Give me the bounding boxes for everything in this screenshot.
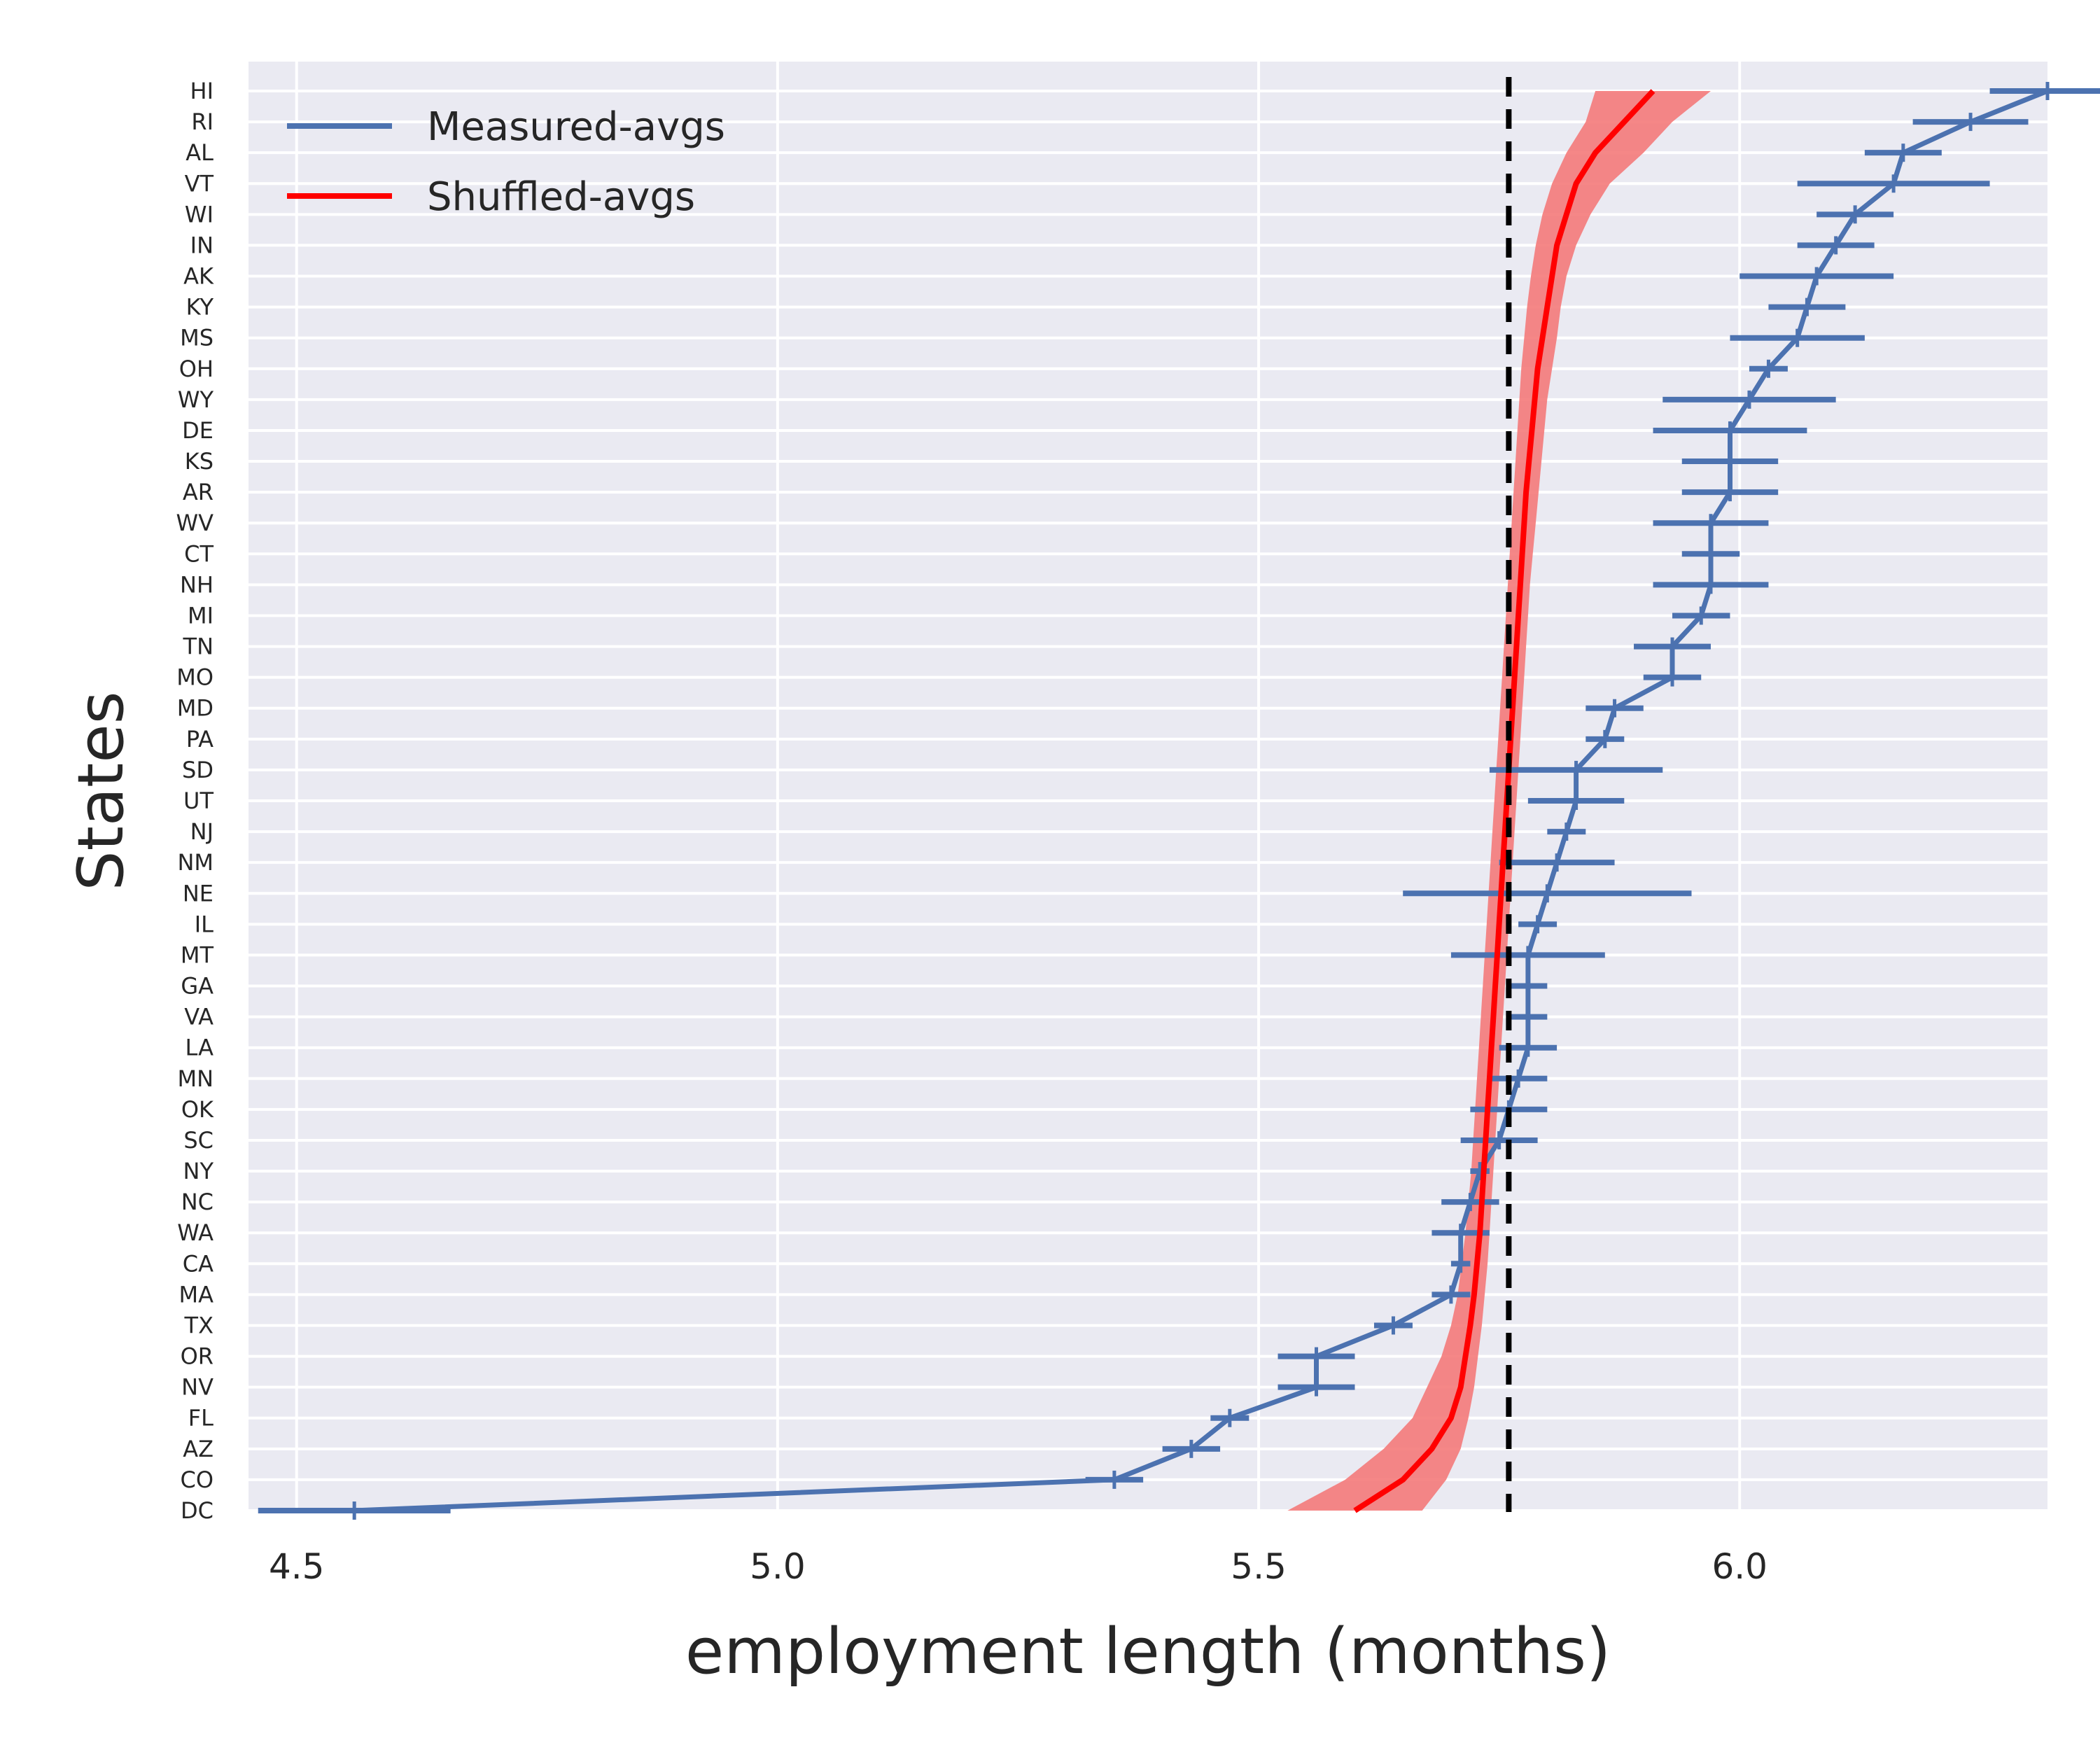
- series-line-measured: [354, 88, 2049, 1513]
- y-tick-label: MI: [188, 602, 214, 629]
- y-tick-label: VT: [185, 170, 214, 197]
- x-tick-label: 6.0: [1712, 1546, 1768, 1587]
- y-tick-label: PA: [186, 726, 214, 752]
- y-tick-label: UT: [183, 788, 214, 814]
- y-tick-label: HI: [190, 78, 214, 104]
- y-tick-label: NC: [181, 1189, 214, 1215]
- y-tick-label: VA: [184, 1004, 214, 1030]
- y-tick-label: WA: [177, 1219, 214, 1246]
- y-tick-label: WY: [178, 386, 214, 413]
- y-tick-label: NH: [180, 571, 214, 598]
- legend-label-measured: Measured-avgs: [427, 104, 725, 150]
- y-tick-label: LA: [186, 1035, 214, 1061]
- legend-label-shuffled: Shuffled-avgs: [427, 174, 695, 220]
- y-tick-label: AK: [183, 263, 214, 290]
- x-tick-label: 5.5: [1231, 1546, 1287, 1587]
- y-tick-label: GA: [181, 973, 214, 1000]
- y-tick-label: NY: [183, 1158, 214, 1184]
- y-tick-label: MD: [177, 695, 214, 722]
- y-tick-label: KY: [186, 294, 214, 321]
- x-axis-title: employment length (months): [685, 1615, 1611, 1688]
- y-tick-label: OK: [181, 1096, 214, 1123]
- y-tick-label: TN: [183, 634, 214, 660]
- y-tick-labels: HI RI AL VT WI IN AK KY MS OH WY DE KS AR WV CT NH MI TN MO…: [176, 78, 214, 1524]
- y-tick-label: IL: [195, 911, 214, 937]
- y-tick-label: MS: [180, 325, 214, 351]
- y-tick-label: OH: [179, 356, 214, 382]
- y-tick-label: AL: [186, 139, 214, 166]
- y-tick-label: NV: [181, 1374, 214, 1401]
- x-tick-label: 4.5: [269, 1546, 325, 1587]
- y-tick-label: SC: [183, 1127, 214, 1154]
- y-tick-label: NM: [177, 849, 214, 876]
- y-tick-label: NJ: [190, 818, 214, 845]
- shuffled-confidence-band: [1287, 91, 1711, 1511]
- y-tick-label: MN: [177, 1065, 214, 1092]
- y-tick-label: CA: [183, 1250, 214, 1277]
- x-tick-labels: 4.5 5.0 5.5 6.0: [269, 1546, 1768, 1587]
- y-tick-label: DE: [182, 417, 214, 444]
- y-tick-label: MA: [179, 1281, 214, 1308]
- y-tick-label: OR: [181, 1343, 214, 1370]
- y-tick-label: MO: [176, 664, 214, 691]
- y-tick-label: CO: [180, 1466, 214, 1493]
- x-tick-label: 5.0: [750, 1546, 806, 1587]
- y-tick-label: WV: [176, 510, 214, 536]
- shuffled-band-area: [1287, 91, 1711, 1511]
- y-tick-label: MT: [181, 941, 214, 968]
- y-tick-label: AR: [183, 479, 214, 505]
- y-axis-title: States: [64, 691, 138, 890]
- y-tick-label: FL: [188, 1405, 214, 1432]
- y-tick-label: KS: [185, 448, 214, 475]
- y-tick-label: NE: [183, 880, 214, 906]
- y-tick-label: RI: [191, 108, 214, 135]
- y-tick-label: SD: [182, 757, 214, 783]
- y-tick-label: TX: [184, 1312, 214, 1338]
- y-tick-label: DC: [181, 1497, 214, 1524]
- y-tick-label: IN: [190, 232, 214, 258]
- y-tick-label: AZ: [183, 1436, 214, 1462]
- y-tick-label: CT: [184, 540, 214, 567]
- plot-background: [248, 62, 2047, 1512]
- legend: Measured-avgs Shuffled-avgs: [287, 104, 725, 220]
- y-tick-label: WI: [185, 201, 214, 227]
